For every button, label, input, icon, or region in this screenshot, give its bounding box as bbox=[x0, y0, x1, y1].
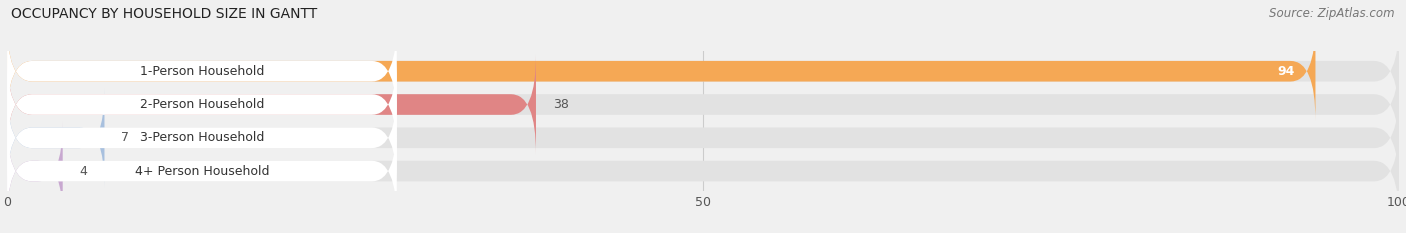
Text: 2-Person Household: 2-Person Household bbox=[139, 98, 264, 111]
Text: Source: ZipAtlas.com: Source: ZipAtlas.com bbox=[1270, 7, 1395, 20]
FancyBboxPatch shape bbox=[7, 55, 1399, 154]
FancyBboxPatch shape bbox=[7, 55, 536, 154]
FancyBboxPatch shape bbox=[7, 22, 1399, 121]
Text: 4: 4 bbox=[79, 164, 87, 178]
FancyBboxPatch shape bbox=[7, 121, 1399, 221]
FancyBboxPatch shape bbox=[7, 22, 396, 121]
FancyBboxPatch shape bbox=[7, 22, 1316, 121]
FancyBboxPatch shape bbox=[7, 88, 104, 187]
Text: 94: 94 bbox=[1277, 65, 1295, 78]
Text: OCCUPANCY BY HOUSEHOLD SIZE IN GANTT: OCCUPANCY BY HOUSEHOLD SIZE IN GANTT bbox=[11, 7, 318, 21]
Text: 4+ Person Household: 4+ Person Household bbox=[135, 164, 269, 178]
FancyBboxPatch shape bbox=[7, 55, 396, 154]
Text: 7: 7 bbox=[121, 131, 129, 144]
Text: 1-Person Household: 1-Person Household bbox=[139, 65, 264, 78]
FancyBboxPatch shape bbox=[7, 88, 1399, 187]
FancyBboxPatch shape bbox=[7, 121, 396, 221]
FancyBboxPatch shape bbox=[7, 121, 63, 221]
Text: 3-Person Household: 3-Person Household bbox=[139, 131, 264, 144]
FancyBboxPatch shape bbox=[7, 88, 396, 187]
Text: 38: 38 bbox=[553, 98, 568, 111]
